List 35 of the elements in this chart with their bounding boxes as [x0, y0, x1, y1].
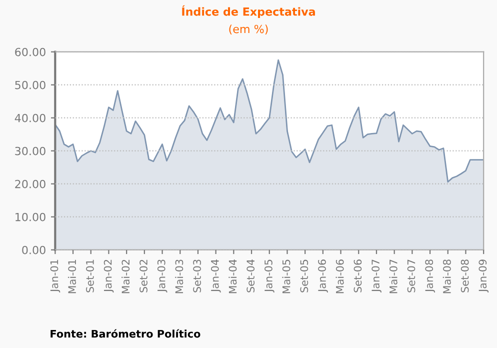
x-tick-label: Mai-02	[122, 260, 130, 294]
x-tick-label: Set-05	[300, 260, 308, 292]
x-tick-label: Set-01	[86, 260, 94, 292]
x-tick-label: Jan-08	[425, 260, 435, 292]
x-tick-label: Set-07	[407, 260, 416, 292]
x-tick-label: Jan-06	[318, 260, 328, 292]
y-tick-label: 60.00	[15, 48, 46, 56]
x-tick-label: Jan-07	[372, 260, 382, 292]
x-tick-label: Mai-01	[68, 260, 76, 294]
x-tick-label: Jan-01	[50, 260, 60, 292]
y-tick-label: 20.00	[15, 180, 46, 188]
y-tick-label: 10.00	[16, 212, 46, 222]
x-tick-label: Mai-08	[442, 260, 451, 294]
chart-subtitle: (em %)	[229, 24, 268, 35]
chart-title: Índice de Expectativa	[182, 5, 315, 18]
x-tick-label: Set-04	[246, 259, 255, 292]
y-tick-label: 50.00	[15, 80, 46, 90]
x-tick-label: Set-06	[354, 260, 362, 292]
y-tick-label: 40.00	[14, 114, 46, 122]
x-tick-label: Set-02	[140, 260, 148, 292]
source-note: Fonte: Barómetro Político	[50, 329, 200, 338]
x-tick-label: Mai-06	[336, 260, 344, 294]
x-tick-label: Mai-07	[389, 260, 398, 294]
y-tick-label: 30.00	[15, 146, 46, 156]
y-tick-label: 0.00	[22, 246, 46, 254]
x-tick-label: Set-08	[460, 260, 469, 292]
x-tick-label: Set-03	[193, 260, 201, 292]
x-tick-label: Mai-03	[175, 260, 184, 294]
x-tick-label: Jan-02	[104, 260, 114, 292]
x-tick-label: Jan-03	[157, 260, 168, 292]
x-tick-label: Mai-04	[228, 259, 237, 294]
x-tick-label: Jan-05	[264, 260, 274, 292]
x-tick-label: Jan-04	[210, 259, 221, 292]
x-tick-label: Mai-05	[282, 260, 290, 294]
x-tick-label: Jan-09	[478, 260, 489, 292]
